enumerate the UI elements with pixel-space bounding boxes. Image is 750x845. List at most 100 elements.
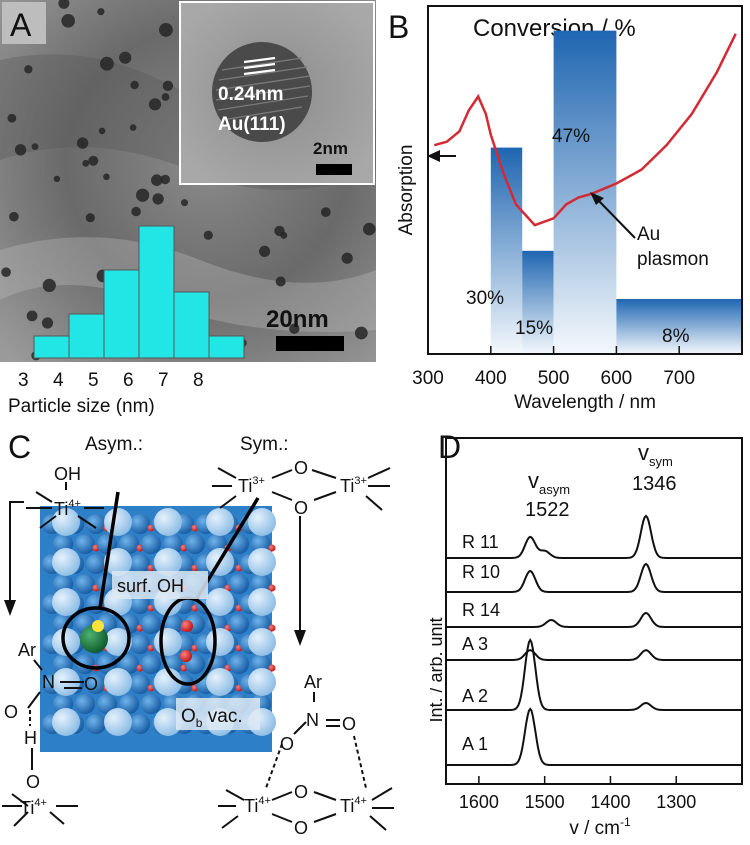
nanoparticle xyxy=(354,326,368,340)
histogram-bar xyxy=(208,335,245,359)
spectrum-line xyxy=(446,637,742,711)
nanoparticle xyxy=(160,174,170,185)
nanoparticle xyxy=(41,317,54,329)
sym-structure-top xyxy=(212,467,391,630)
spectrum-line xyxy=(446,562,742,593)
conversion-bar xyxy=(616,298,742,354)
panel-label-c: C xyxy=(8,429,31,465)
panel-c-svg: C surf. OH Ob vac. Asym.: Sym.: OH Ti4+ xyxy=(2,429,394,838)
x-tick-label: 300 xyxy=(412,368,444,389)
ti-atom xyxy=(141,654,161,674)
nanoparticle xyxy=(97,8,105,16)
nanoparticle xyxy=(24,65,33,74)
bridging-o-atom xyxy=(206,508,234,536)
o-atom xyxy=(268,544,276,552)
nanoparticle xyxy=(162,80,174,92)
nanoparticle xyxy=(7,113,17,123)
spectrum-label: A 2 xyxy=(462,686,488,706)
panel-label-d: D xyxy=(438,429,461,465)
nanoparticle xyxy=(275,276,286,287)
nanoparticle xyxy=(1,267,11,278)
panel-label-b: B xyxy=(388,9,409,45)
spectrum-label: R 10 xyxy=(462,562,500,582)
spectrum-line xyxy=(446,514,742,559)
bridging-o-atom xyxy=(154,708,182,736)
histogram-bar xyxy=(138,225,175,359)
bridging-o-atom xyxy=(248,588,276,616)
svg-text:O: O xyxy=(84,674,98,694)
svg-text:O: O xyxy=(294,458,308,478)
x-tick-label: 400 xyxy=(475,368,507,389)
spectrum-label: R 11 xyxy=(462,532,499,552)
bar-value-label: 15% xyxy=(515,318,553,339)
ftir-spectra xyxy=(446,514,742,766)
svg-text:O: O xyxy=(294,498,308,518)
panel-label-box xyxy=(2,2,46,44)
svg-text:O: O xyxy=(294,782,308,802)
bridging-o-atom xyxy=(206,668,234,696)
svg-text:H: H xyxy=(24,728,37,748)
surface-oh-oxygen-atom xyxy=(80,625,108,653)
sym-label: Sym.: xyxy=(240,434,289,455)
spectrum-line xyxy=(446,649,742,661)
svg-text:Ti3+: Ti3+ xyxy=(340,475,367,496)
ti-atom xyxy=(141,694,161,714)
svg-text:N: N xyxy=(42,672,55,692)
svg-text:OH: OH xyxy=(54,464,81,484)
spectrum-labels: R 11 R 10 R 14 A 3 A 2 A 1 xyxy=(462,532,500,754)
y-axis-label-b: Absorption xyxy=(396,145,417,236)
ti-atom xyxy=(130,514,150,534)
ti-atom xyxy=(130,674,150,694)
histogram-bar xyxy=(173,291,210,359)
ti-atom xyxy=(130,634,150,654)
nanoparticle xyxy=(161,93,170,101)
nanoparticle xyxy=(100,56,114,71)
scale-bar-icon xyxy=(316,164,352,175)
spectrum-line xyxy=(446,611,742,628)
x-tick-label: 1500 xyxy=(525,792,565,812)
nanoparticle xyxy=(85,213,95,223)
spectrum-label: A 1 xyxy=(462,734,488,754)
bridging-o-atom xyxy=(52,708,80,736)
conversion-bars: 30% 15% 47% 8% xyxy=(466,30,742,354)
bridging-o-atom xyxy=(154,668,182,696)
inset-hrtem: 0.24nm Au(111) 2nm xyxy=(179,1,375,185)
bridging-o-atom xyxy=(248,548,276,576)
ti-atom xyxy=(141,614,161,634)
histogram-tick-label: 6 xyxy=(123,370,134,391)
nanoparticle xyxy=(119,51,132,64)
nanoparticle xyxy=(152,193,164,205)
surf-oh-highlight xyxy=(61,606,131,670)
x-axis-label-d: v / cm-1 xyxy=(569,815,631,839)
inset-scale-label: 2nm xyxy=(313,139,348,158)
nanoparticle xyxy=(131,206,141,217)
nanoparticle xyxy=(148,98,162,111)
histogram-tick-label: 5 xyxy=(88,370,99,391)
bar-value-label: 47% xyxy=(552,126,590,147)
bridging-o-atom xyxy=(248,508,276,536)
nanoparticle xyxy=(151,174,163,186)
bridging-o-atom xyxy=(104,508,132,536)
bridging-o-atom xyxy=(104,708,132,736)
panel-label-a: A xyxy=(10,7,32,43)
annotation-plasmon: plasmon xyxy=(637,249,709,270)
histogram-bar xyxy=(103,269,140,359)
asym-label: Asym.: xyxy=(85,434,143,455)
bridging-o-atom xyxy=(206,588,234,616)
bridging-o-atom xyxy=(248,628,276,656)
o-atom xyxy=(180,650,192,662)
nanoparticle xyxy=(130,80,139,90)
nanoparticle xyxy=(136,188,150,202)
ti-atom xyxy=(97,694,117,714)
x-tick-label: 600 xyxy=(601,368,633,389)
nanoparticle xyxy=(9,211,19,222)
ti-atom xyxy=(130,554,150,574)
plot-frame-b xyxy=(427,5,743,355)
bridging-o-atom xyxy=(104,548,132,576)
nanoparticle xyxy=(320,207,331,218)
nanoparticle xyxy=(274,225,285,237)
nanoparticle xyxy=(88,155,99,166)
svg-text:O: O xyxy=(4,702,18,722)
scale-bar-icon xyxy=(276,336,344,351)
ti-atom xyxy=(86,714,106,734)
